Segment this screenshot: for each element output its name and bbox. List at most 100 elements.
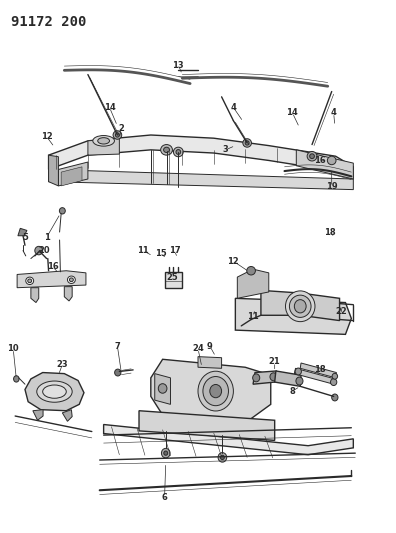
- Polygon shape: [198, 357, 222, 368]
- Polygon shape: [17, 271, 86, 288]
- Text: 19: 19: [326, 182, 337, 191]
- Ellipse shape: [115, 133, 119, 137]
- Text: 11: 11: [137, 246, 149, 255]
- Text: 10: 10: [8, 344, 19, 353]
- Polygon shape: [253, 371, 277, 384]
- Text: 25: 25: [167, 272, 178, 281]
- Ellipse shape: [245, 141, 249, 145]
- Ellipse shape: [158, 384, 167, 393]
- Ellipse shape: [28, 279, 32, 282]
- Ellipse shape: [332, 394, 338, 401]
- Polygon shape: [61, 167, 82, 186]
- Text: 18: 18: [324, 228, 335, 237]
- Text: 16: 16: [314, 156, 326, 165]
- Polygon shape: [18, 228, 27, 236]
- Text: 20: 20: [39, 246, 50, 255]
- Text: 17: 17: [169, 246, 180, 255]
- Text: 13: 13: [173, 61, 184, 69]
- Ellipse shape: [210, 384, 222, 398]
- Ellipse shape: [93, 135, 114, 146]
- Ellipse shape: [310, 154, 314, 159]
- Ellipse shape: [35, 246, 43, 255]
- Ellipse shape: [332, 373, 338, 379]
- Ellipse shape: [114, 369, 121, 376]
- Polygon shape: [58, 162, 88, 186]
- Ellipse shape: [67, 276, 75, 284]
- Text: 4: 4: [230, 103, 236, 112]
- Polygon shape: [151, 359, 271, 423]
- Text: 15: 15: [155, 249, 167, 258]
- Ellipse shape: [98, 138, 110, 144]
- Text: 11: 11: [247, 312, 259, 321]
- Text: 24: 24: [192, 344, 204, 353]
- Text: 23: 23: [57, 360, 68, 369]
- Polygon shape: [300, 363, 337, 378]
- Ellipse shape: [161, 144, 172, 155]
- Ellipse shape: [270, 373, 277, 381]
- Polygon shape: [33, 410, 43, 420]
- Text: 7: 7: [114, 342, 120, 351]
- Polygon shape: [49, 155, 58, 186]
- Ellipse shape: [69, 278, 73, 281]
- Ellipse shape: [43, 385, 66, 398]
- Polygon shape: [235, 298, 351, 334]
- Ellipse shape: [289, 295, 311, 317]
- Polygon shape: [49, 135, 353, 179]
- Text: 12: 12: [228, 257, 239, 265]
- Ellipse shape: [243, 139, 251, 147]
- Text: 14: 14: [286, 108, 298, 117]
- Ellipse shape: [13, 376, 19, 382]
- Ellipse shape: [218, 453, 227, 462]
- Text: 2: 2: [118, 124, 124, 133]
- Ellipse shape: [327, 156, 336, 165]
- Ellipse shape: [296, 377, 303, 385]
- Polygon shape: [261, 290, 339, 320]
- Ellipse shape: [37, 381, 72, 402]
- Ellipse shape: [26, 277, 34, 285]
- Polygon shape: [104, 424, 353, 455]
- Polygon shape: [88, 138, 119, 155]
- Ellipse shape: [295, 368, 301, 375]
- Text: 22: 22: [336, 307, 347, 316]
- Ellipse shape: [307, 151, 317, 161]
- Polygon shape: [49, 169, 353, 190]
- Polygon shape: [165, 272, 182, 288]
- Ellipse shape: [221, 455, 225, 459]
- Text: 18: 18: [314, 366, 326, 374]
- Text: 6: 6: [162, 492, 168, 502]
- Text: 8: 8: [289, 386, 295, 395]
- Polygon shape: [64, 287, 72, 301]
- Polygon shape: [294, 368, 335, 384]
- Text: 91172 200: 91172 200: [11, 14, 87, 29]
- Polygon shape: [155, 374, 170, 405]
- Ellipse shape: [59, 208, 65, 214]
- Polygon shape: [25, 373, 84, 411]
- Text: 12: 12: [41, 132, 53, 141]
- Polygon shape: [275, 371, 301, 386]
- Text: 16: 16: [47, 262, 58, 271]
- Ellipse shape: [176, 150, 181, 155]
- Ellipse shape: [294, 300, 306, 313]
- Polygon shape: [296, 150, 353, 179]
- Polygon shape: [139, 411, 275, 440]
- Polygon shape: [31, 288, 39, 303]
- Ellipse shape: [162, 448, 170, 458]
- Text: 1: 1: [44, 233, 50, 242]
- Ellipse shape: [286, 291, 315, 321]
- Text: 5: 5: [22, 233, 28, 242]
- Ellipse shape: [164, 451, 168, 455]
- Ellipse shape: [253, 374, 260, 382]
- Text: 4: 4: [331, 108, 337, 117]
- Ellipse shape: [173, 147, 183, 157]
- Ellipse shape: [247, 266, 255, 275]
- Text: 3: 3: [223, 146, 228, 155]
- Ellipse shape: [331, 378, 337, 385]
- Ellipse shape: [203, 376, 228, 406]
- Text: 9: 9: [207, 342, 213, 351]
- Polygon shape: [237, 269, 269, 298]
- Text: 21: 21: [269, 358, 280, 367]
- Text: 14: 14: [104, 103, 115, 112]
- Ellipse shape: [198, 371, 233, 411]
- Ellipse shape: [164, 147, 169, 152]
- Ellipse shape: [113, 131, 122, 139]
